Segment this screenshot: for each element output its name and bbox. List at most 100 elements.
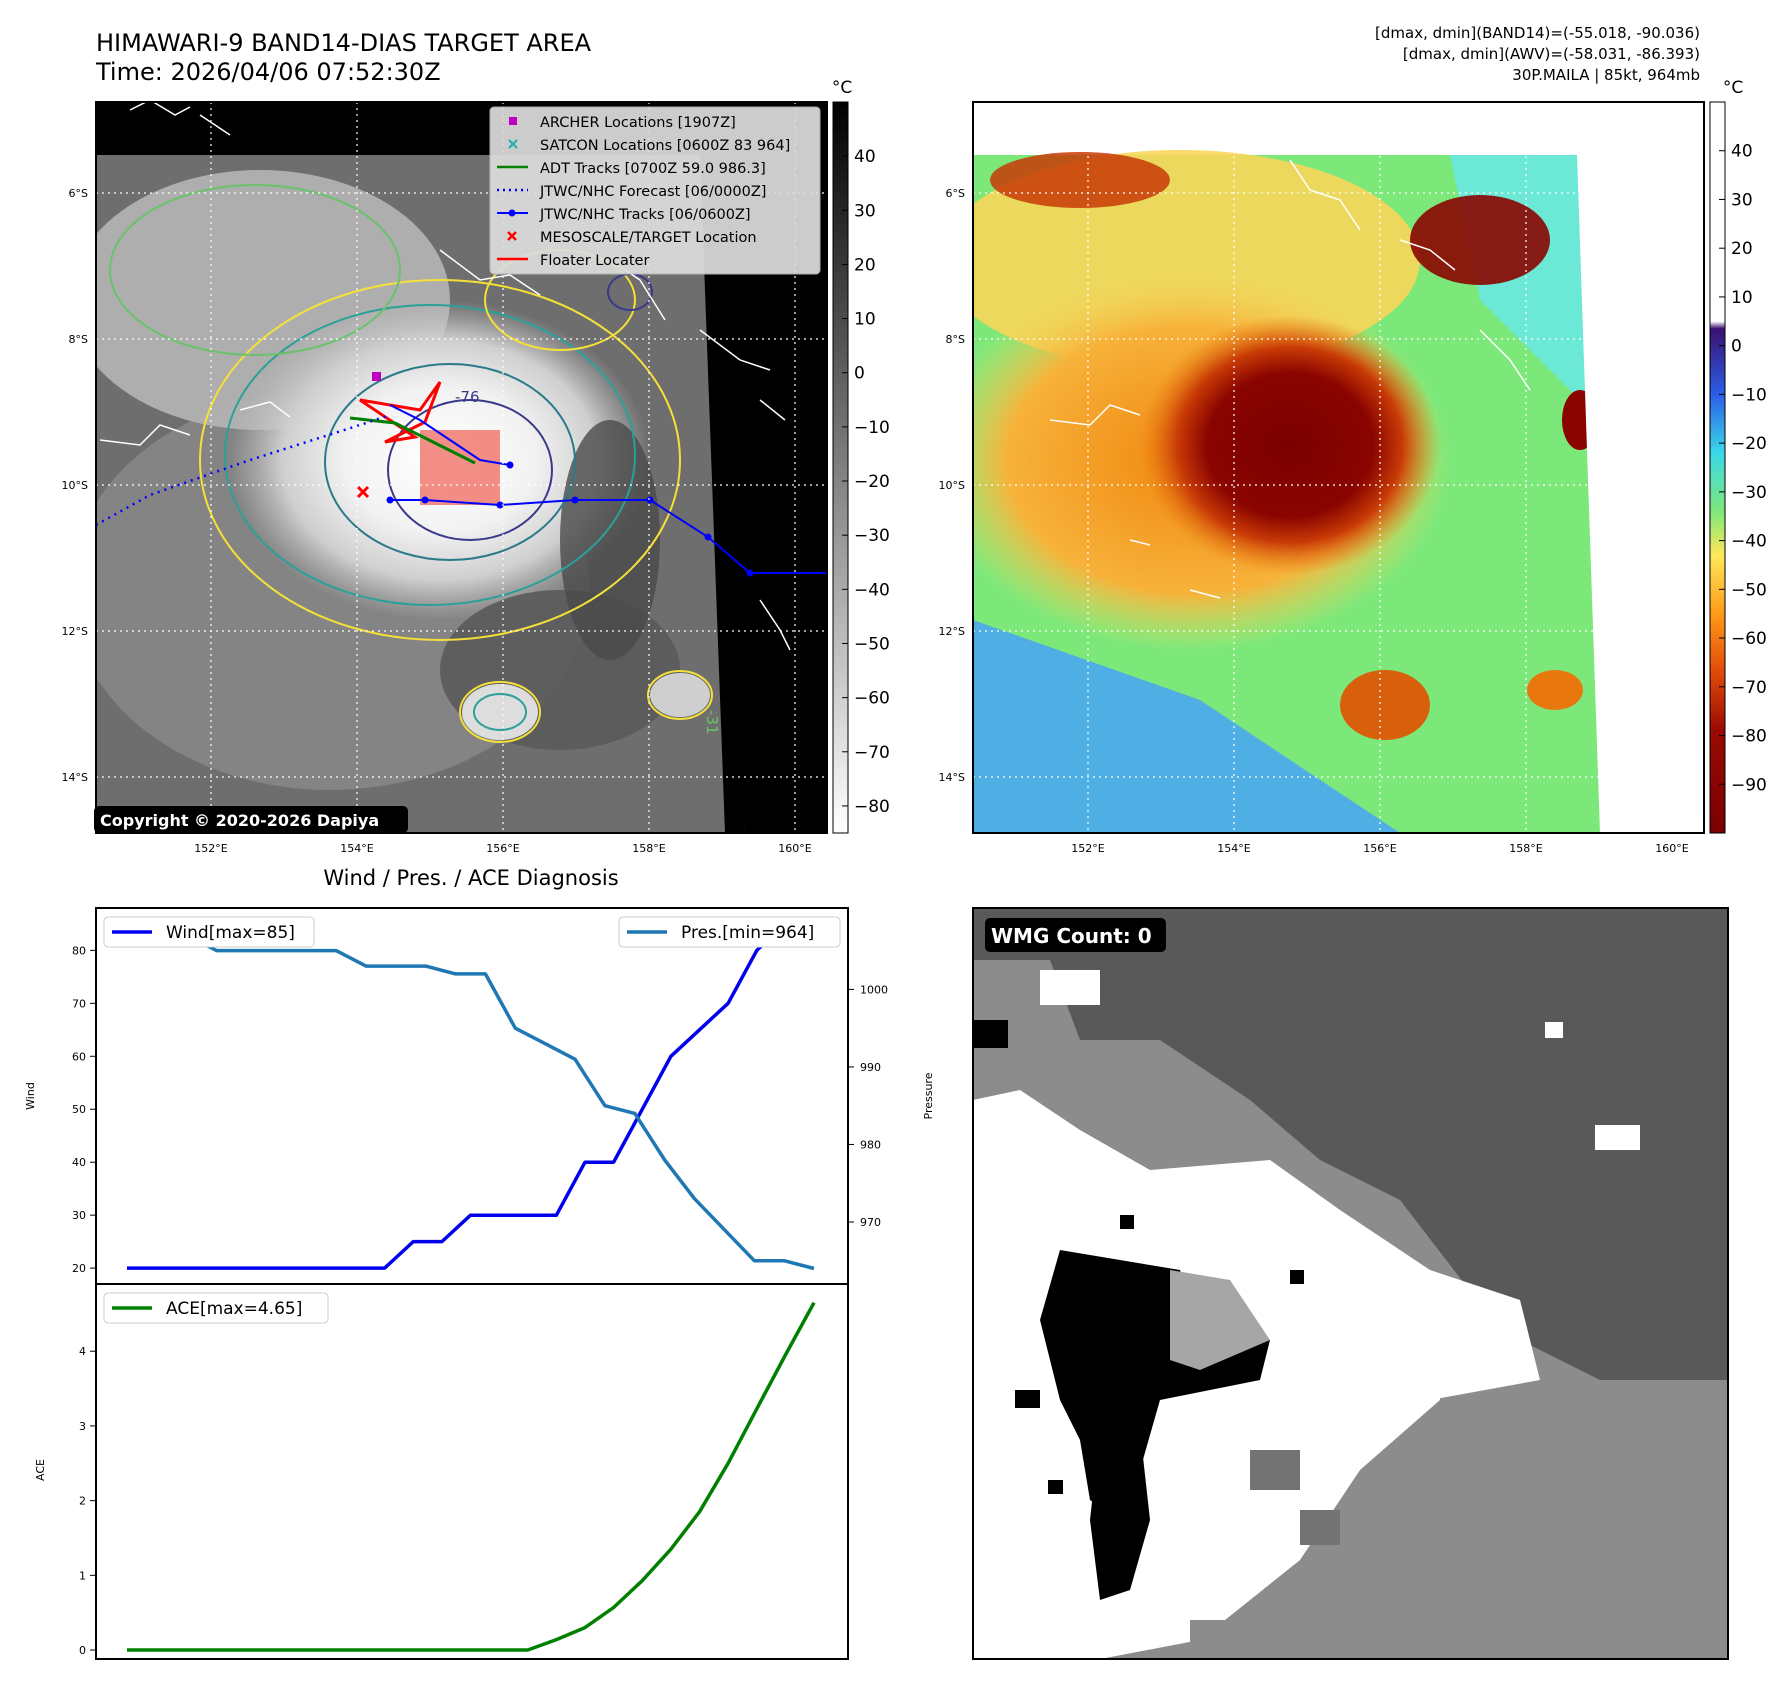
colorbar-band14-tick-label: −80 bbox=[854, 797, 890, 817]
colorbar-band14-tick-label: 30 bbox=[854, 201, 876, 221]
wind-axis-tick-label: 80 bbox=[72, 944, 86, 957]
wind-pressure-plot: 80 70 60 50 40 30 20 1000 990 980 970 Wind Pressu… bbox=[24, 907, 935, 1285]
colorbar-ir-tick-label: −10 bbox=[1731, 385, 1767, 405]
pressure-axis-tick-label: 980 bbox=[860, 1138, 881, 1151]
awv-range: [dmax, dmin](AWV)=(-58.031, -86.393) bbox=[1403, 45, 1700, 63]
legend-wind: Wind[max=85] bbox=[166, 923, 295, 943]
wind-axis-tick-label: 60 bbox=[72, 1050, 86, 1063]
ace-axis-tick-label: 3 bbox=[79, 1420, 86, 1433]
ace-axis-tick-label: 4 bbox=[79, 1345, 86, 1358]
colorbar-ir-tick-label: −90 bbox=[1731, 775, 1767, 795]
figure-title: HIMAWARI-9 BAND14-DIAS TARGET AREA bbox=[96, 29, 592, 57]
pressure-series-line bbox=[127, 933, 815, 1271]
ace-plot: 4 3 2 1 0 ACE ACE[max=4.65] bbox=[34, 1283, 849, 1660]
lat-tick: 14°S bbox=[939, 771, 965, 784]
wind-axis-tick-label: 30 bbox=[72, 1209, 86, 1222]
storm-info: 30P.MAILA | 85kt, 964mb bbox=[1512, 66, 1700, 84]
lat-tick: 12°S bbox=[939, 625, 965, 638]
legend-tracks: JTWC/NHC Tracks [06/0600Z] bbox=[539, 207, 751, 223]
colorbar-band14-tick-label: −30 bbox=[854, 526, 890, 546]
colorbar-ir-tick-label: 10 bbox=[1731, 288, 1753, 308]
colorbar-ir-tick-label: −30 bbox=[1731, 483, 1767, 503]
ace-axis-tick-label: 2 bbox=[79, 1495, 86, 1508]
colorbar-ir-tick-label: 40 bbox=[1731, 142, 1753, 162]
colorbar-band14-tick-label: −60 bbox=[854, 689, 890, 709]
diagnosis-title: Wind / Pres. / ACE Diagnosis bbox=[323, 866, 618, 890]
lon-tick: 154°E bbox=[340, 842, 373, 855]
ace-axis-label: ACE bbox=[34, 1459, 47, 1481]
legend-ace: ACE[max=4.65] bbox=[166, 1299, 302, 1319]
map-legend: ARCHER Locations [1907Z] SATCON Location… bbox=[489, 106, 821, 275]
lat-tick: 8°S bbox=[69, 333, 88, 346]
colorbar-band14-tick-label: −40 bbox=[854, 580, 890, 600]
colorbar-ir-tick-label: −80 bbox=[1731, 727, 1767, 747]
contour-label-76: -76 bbox=[455, 388, 480, 406]
lat-tick: 14°S bbox=[62, 771, 88, 784]
lat-tick: 6°S bbox=[69, 187, 88, 200]
lon-tick: 156°E bbox=[1363, 842, 1396, 855]
lat-tick: 10°S bbox=[939, 479, 965, 492]
colorbar-band14-tick-label: 20 bbox=[854, 255, 876, 275]
lon-tick: 160°E bbox=[1655, 842, 1688, 855]
wind-axis-tick-label: 70 bbox=[72, 997, 86, 1010]
colorbar-ir-tick-label: −50 bbox=[1731, 580, 1767, 600]
colorbar-band14-tick-label: −20 bbox=[854, 472, 890, 492]
ir-map: 6°S 8°S 10°S 12°S 14°S 152°E 154°E 156°E… bbox=[939, 101, 1705, 855]
lat-tick: 6°S bbox=[946, 187, 965, 200]
lat-tick: 8°S bbox=[946, 333, 965, 346]
colorbar-band14-tick-label: 10 bbox=[854, 310, 876, 330]
colorbar-band14-tick-label: −70 bbox=[854, 743, 890, 763]
legend-adt: ADT Tracks [0700Z 59.0 986.3] bbox=[540, 161, 766, 177]
colorbar-unit: °C bbox=[832, 78, 852, 98]
pressure-axis-tick-label: 970 bbox=[860, 1216, 881, 1229]
wind-series-line bbox=[127, 922, 814, 1270]
colorbar-band14-tick-label: −10 bbox=[854, 418, 890, 438]
colorbar-band14-tick-label: −50 bbox=[854, 634, 890, 654]
legend-mesoscale: MESOSCALE/TARGET Location bbox=[540, 230, 757, 246]
legend-floater: Floater Locater bbox=[540, 253, 649, 269]
band14-map: -76 -31 Copyright © 2020-2026 Dapiya bbox=[62, 101, 828, 855]
ace-series-line bbox=[127, 1301, 816, 1652]
colorbar-ir-tick-label: −70 bbox=[1731, 678, 1767, 698]
colorbar-ir-tick-label: −40 bbox=[1731, 532, 1767, 552]
colorbar-ir-tick-label: −20 bbox=[1731, 434, 1767, 454]
lon-tick: 152°E bbox=[194, 842, 227, 855]
ace-axis-tick-label: 0 bbox=[79, 1644, 86, 1657]
pressure-axis-label: Pressure bbox=[922, 1072, 935, 1119]
colorbar-ir-tick-label: 30 bbox=[1731, 190, 1753, 210]
wind-axis-tick-label: 40 bbox=[72, 1156, 86, 1169]
band14-range: [dmax, dmin](BAND14)=(-55.018, -90.036) bbox=[1375, 24, 1700, 42]
lon-tick: 158°E bbox=[632, 842, 665, 855]
colorbar-ir-tick-label: 20 bbox=[1731, 239, 1753, 259]
wind-axis-label: Wind bbox=[24, 1082, 37, 1110]
legend-satcon: SATCON Locations [0600Z 83 964] bbox=[540, 138, 790, 154]
colorbar-ir: °C 40 30 20 10 0 −10 −20 −30 −40 −50 −60 −70 −80 −90 bbox=[1709, 78, 1767, 834]
lat-tick: 10°S bbox=[62, 479, 88, 492]
wind-axis-tick-label: 20 bbox=[72, 1262, 86, 1275]
colorbar-ir-tick-label: 0 bbox=[1731, 337, 1742, 357]
lon-tick: 156°E bbox=[486, 842, 519, 855]
colorbar-ir-tick-label: −60 bbox=[1731, 629, 1767, 649]
colorbar-band14: °C 40 30 20 10 0 −10 −20 −30 −40 −50 −60 −70 −80 bbox=[832, 78, 890, 834]
contour-label-31: -31 bbox=[703, 710, 721, 735]
colorbar-unit: °C bbox=[1723, 78, 1743, 98]
lon-tick: 160°E bbox=[778, 842, 811, 855]
pressure-axis-tick-label: 1000 bbox=[860, 983, 888, 996]
legend-pressure: Pres.[min=964] bbox=[681, 923, 814, 943]
legend-forecast: JTWC/NHC Forecast [06/0000Z] bbox=[539, 184, 766, 200]
pressure-axis-tick-label: 990 bbox=[860, 1061, 881, 1074]
ace-axis-tick-label: 1 bbox=[79, 1569, 86, 1582]
legend-archer: ARCHER Locations [1907Z] bbox=[540, 115, 736, 131]
colorbar-band14-tick-label: 0 bbox=[854, 364, 865, 384]
lon-tick: 158°E bbox=[1509, 842, 1542, 855]
colorbar-band14-tick-label: 40 bbox=[854, 147, 876, 167]
lat-tick: 12°S bbox=[62, 625, 88, 638]
wmg-panel: WMG Count: 0 bbox=[972, 907, 1729, 1660]
figure-time: Time: 2026/04/06 07:52:30Z bbox=[95, 58, 441, 86]
wmg-count-label: WMG Count: 0 bbox=[991, 924, 1152, 948]
copyright-badge: Copyright © 2020-2026 Dapiya bbox=[100, 811, 379, 830]
wind-axis-tick-label: 50 bbox=[72, 1103, 86, 1116]
lon-tick: 154°E bbox=[1217, 842, 1250, 855]
lon-tick: 152°E bbox=[1071, 842, 1104, 855]
